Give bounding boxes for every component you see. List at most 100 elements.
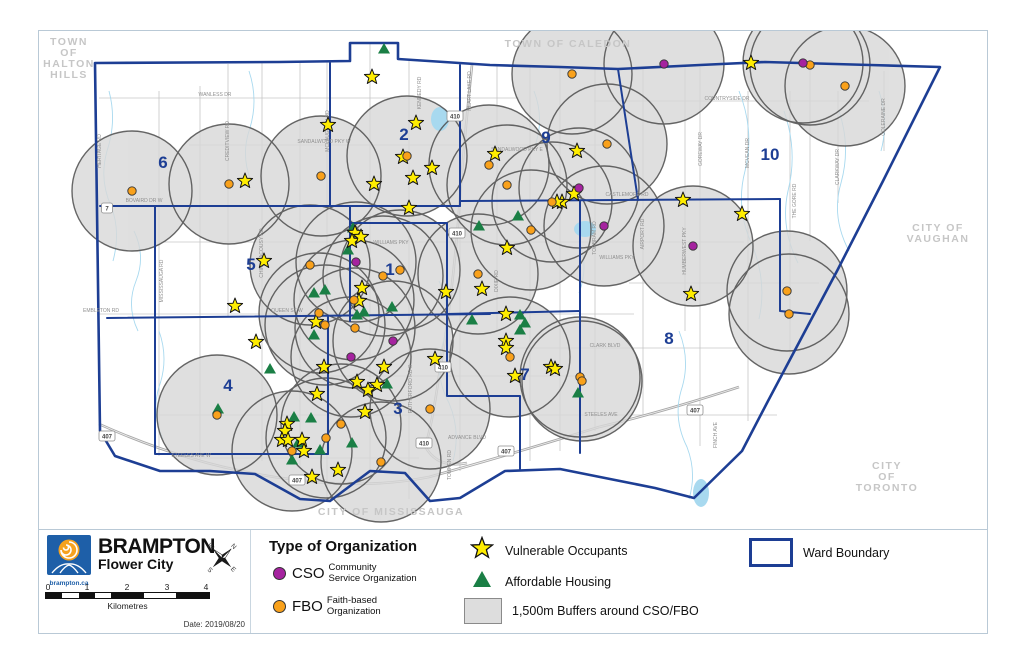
ward-boundary-line [459,198,781,202]
vulnerable-occupant-star [742,54,760,70]
vulnerable-occupant-star [546,360,564,376]
highway-shield-number: 410 [450,114,461,120]
affordable-housing-triangle-icon [469,570,495,593]
vulnerable-occupant-star [276,422,294,438]
ward-numbers: 6 2 9 10 5 1 8 7 4 3 [158,125,779,418]
fbo-marker [376,457,386,467]
highway-shield [415,437,433,449]
fbo-marker [505,352,515,362]
affordable-housing-triangle [514,324,526,335]
map-date: Date: 2019/08/20 [183,620,245,629]
vulnerable-occupants-layer [226,54,760,484]
legend-item-ward-boundary: Ward Boundary [749,538,889,567]
ward-boundary-line [154,205,329,455]
road-label: MCLAUGHLIN RD [325,110,331,152]
road-label: SANDALWOOD PKY E [491,147,543,153]
scale-tick-labels: 0 1 2 3 4 [45,582,209,592]
highway-shield-number: 410 [452,231,463,237]
vulnerable-occupant-star [315,358,333,374]
buffer-circle-outline [726,230,848,352]
cso-marker [798,58,808,68]
brampton-logo: brampton.ca BRAMPTON Flower City [45,535,215,587]
cso-marker [346,352,356,362]
ward-number-7: 7 [520,365,529,384]
ward-number-4: 4 [223,376,233,395]
municipality-label: TOWN OF HALTON HILLS [43,36,95,81]
affordable-housing-triangle [308,329,320,340]
fbo-marker [336,419,346,429]
municipality-label: CITY OF TORONTO [856,460,919,494]
vulnerable-occupant-star [293,431,311,447]
highway-shield [497,445,515,457]
affordable-housing-triangle [286,454,298,465]
road-label: HERITAGE RD [97,134,103,168]
buffer-circle-outline [295,201,417,323]
road-label: THE GORE RD [792,183,798,218]
fbo-marker [425,404,435,414]
buffer-circle-outline [280,363,402,485]
buffer-circle-outline [449,296,571,418]
highway-shield-number: 407 [292,478,303,484]
fbo-marker [314,308,324,318]
buffer-circle-outline [168,123,290,245]
affordable-housing-triangle [519,317,531,328]
highway-shield-number: 7 [105,206,109,212]
brampton-ward-map[interactable]: WANLESS DR SANDALWOOD PKY W SANDALWOOD PKY… [39,31,985,527]
highway-shield [448,227,466,239]
highway-shield [101,202,113,214]
highway-shield-number: 410 [438,365,449,371]
svg-text:N: N [229,543,237,551]
cso-marker [688,241,698,251]
buffer-circle-outline [417,213,539,335]
ward-boundary-line [106,313,491,319]
affordable-housing-triangle [346,437,358,448]
vulnerable-occupant-star [437,283,455,299]
fbo-marker [224,179,234,189]
affordable-housing-triangle [572,387,584,398]
fbo-marker [567,69,577,79]
vulnerable-occupant-star [498,239,516,255]
north-arrow-icon: N E S W [202,538,242,583]
road-label: MCVEAN DR [745,138,751,168]
vulnerable-occupant-star [308,385,326,401]
vulnerable-occupant-star [682,285,700,301]
affordable-housing-triangle [308,287,320,298]
fbo-abbr: FBO [292,598,323,615]
fbo-marker [577,376,587,386]
road-label: TOMKEN RD [447,450,453,480]
ward-boundary-label: Ward Boundary [803,545,890,560]
vulnerable-occupant-star [407,114,425,130]
road-label: COUNTRYSIDE DR [705,96,750,102]
map-canvas[interactable]: WANLESS DR SANDALWOOD PKY W SANDALWOOD PKY… [38,30,988,530]
affordable-housing-triangle [305,412,317,423]
fbo-marker [305,260,315,270]
ward-number-9: 9 [541,128,550,147]
vulnerable-occupant-star [329,461,347,477]
cso-icon [273,567,286,580]
vulnerable-occupant-star [353,279,371,295]
road-label: CREDITVIEW RD [225,121,231,161]
cso-marker [599,221,609,231]
scale-unit-label: Kilometres [107,601,148,611]
affordable-housing-triangle [264,363,276,374]
fbo-marker [350,323,360,333]
affordable-housing-triangle [381,378,393,389]
brampton-flower-logo-icon: brampton.ca [45,535,93,587]
vulnerable-occupant-star [348,373,366,389]
map-footer-panel: brampton.ca BRAMPTON Flower City N E S [38,529,988,634]
fbo-marker [320,320,330,330]
road-label: COLERAINE DR [881,98,887,136]
boundaries [93,41,942,503]
buffer-circle-outline [156,354,278,476]
vulnerable-occupant-star [236,172,254,188]
vulnerable-occupant-star [255,252,273,268]
road-label: QUEEN ST W [271,308,303,314]
fbo-marker [395,265,405,275]
affordable-housing-triangle [473,220,485,231]
affordable-housing-label: Affordable Housing [505,574,612,589]
vulnerable-occupant-star [356,403,374,419]
vulnerable-occupant-star [363,68,381,84]
buffer-circle-outline [546,83,668,205]
legend-item-cso: CSO Community Service Organization [273,562,417,584]
affordable-housing-triangle [351,309,363,320]
